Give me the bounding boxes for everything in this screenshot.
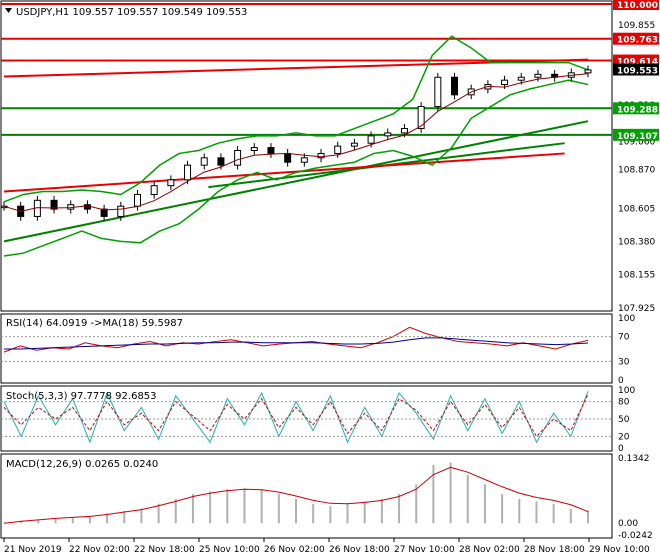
candle-body xyxy=(150,185,158,195)
candle-body xyxy=(250,147,258,152)
x-tick-label: 27 Nov 10:00 xyxy=(394,545,455,555)
stoch-label: Stoch(5,3,3) 97.7778 92.6853 xyxy=(6,391,157,402)
candle-body xyxy=(584,69,592,74)
candle-body xyxy=(367,135,375,144)
macd-tick-label: 0.1342 xyxy=(618,454,650,464)
candle-body xyxy=(517,76,525,81)
level-label-text: 110.000 xyxy=(617,1,658,11)
candle-body xyxy=(167,179,175,187)
price-tick-label: 108.155 xyxy=(618,270,655,280)
macd-tick-label: -0.0242 xyxy=(618,531,653,541)
candle-body xyxy=(317,152,325,159)
candle-body xyxy=(217,157,225,166)
level-label-box xyxy=(613,102,659,115)
rsi-tick-label: 30 xyxy=(618,357,630,367)
x-tick-label: 26 Nov 18:00 xyxy=(329,545,390,555)
candle-body xyxy=(184,164,192,181)
level-label-box xyxy=(613,32,659,45)
level-label-text: 109.107 xyxy=(617,132,658,142)
stoch-tick-label: 0 xyxy=(618,444,624,454)
rsi-panel xyxy=(0,313,613,384)
x-tick-label: 25 Nov 10:00 xyxy=(199,545,260,555)
stoch-tick-label: 100 xyxy=(618,386,635,396)
rsi-tick-label: 0 xyxy=(618,376,624,386)
level-label-box xyxy=(613,128,659,141)
x-tick-label: 29 Nov 10:00 xyxy=(589,545,650,555)
series-rsi-ma xyxy=(4,337,589,350)
candle-body xyxy=(284,152,292,163)
x-tick-label: 22 Nov 02:00 xyxy=(69,545,130,555)
price-layer xyxy=(0,3,612,257)
candle-body xyxy=(50,199,58,210)
stoch-tick-label: 50 xyxy=(618,415,630,425)
candle-body xyxy=(117,205,125,217)
macd-panel xyxy=(0,453,613,539)
trend-line xyxy=(3,120,589,243)
candle-body xyxy=(350,142,358,147)
candle-body xyxy=(434,76,442,108)
price-tick-label: 109.060 xyxy=(618,138,655,148)
chart-title: USDJPY,H1 109.557 109.557 109.549 109.55… xyxy=(16,7,247,18)
x-tick-label: 21 Nov 2019 xyxy=(4,545,62,555)
level-label-box xyxy=(613,63,659,76)
macd-signal-line xyxy=(3,466,589,524)
candle-body xyxy=(417,106,425,130)
macd-tick-label: 0.00 xyxy=(618,519,638,529)
x-tick-label: 28 Nov 18:00 xyxy=(524,545,585,555)
x-axis-layer: 21 Nov 2019 22 Nov 02:00 22 Nov 18:00 25 No… xyxy=(3,538,650,555)
level-label-text: 109.763 xyxy=(617,36,658,46)
candle-body xyxy=(267,147,275,154)
candle-body xyxy=(400,128,408,134)
price-tick-label: 108.380 xyxy=(618,237,655,247)
stoch-tick-label: 20 xyxy=(618,432,630,442)
x-tick-label: 28 Nov 02:00 xyxy=(459,545,520,555)
candle-body xyxy=(200,157,208,166)
series-stochastic-main xyxy=(3,391,589,444)
rsi-tick-label: 70 xyxy=(618,333,630,343)
level-label-text: 109.614 xyxy=(617,58,658,68)
level-label-text: 109.288 xyxy=(617,105,658,115)
price-tick-label: 109.855 xyxy=(618,21,655,31)
rsi-tick-label: 100 xyxy=(618,314,635,324)
candle-body xyxy=(133,193,141,207)
stoch-layer xyxy=(1,391,612,444)
price-tick-label: 108.870 xyxy=(618,166,655,176)
price-panel xyxy=(0,0,613,312)
series-stochastic-signal xyxy=(3,394,589,438)
price-tick-label: 107.925 xyxy=(618,304,655,314)
candle-body xyxy=(334,145,342,154)
candle-body xyxy=(501,79,509,86)
macd-layer xyxy=(3,462,589,524)
candle-body xyxy=(384,132,392,137)
bollinger-band-lower xyxy=(3,79,589,257)
macd-label: MACD(12,26,9) 0.0265 0.0240 xyxy=(6,459,158,470)
x-tick-label: 22 Nov 18:00 xyxy=(134,545,195,555)
rsi-label: RSI(14) 64.0919 ->MA(18) 59.5987 xyxy=(6,318,183,329)
price-ma-line xyxy=(3,73,589,212)
candle-body xyxy=(234,150,242,166)
stoch-tick-label: 80 xyxy=(618,398,630,408)
level-label-box xyxy=(613,0,659,10)
candle-body xyxy=(534,73,542,78)
x-tick-label: 26 Nov 02:00 xyxy=(264,545,325,555)
level-label-text: 109.553 xyxy=(617,66,658,76)
rsi-layer xyxy=(1,326,612,362)
trend-line xyxy=(3,152,565,193)
y-axis-layer: 110.000109.855109.615109.310109.060108.8… xyxy=(613,0,659,541)
candle-body xyxy=(300,157,308,163)
candle-body xyxy=(100,208,108,217)
price-tick-label: 108.605 xyxy=(618,204,655,214)
bollinger-band-upper xyxy=(3,35,589,203)
candle-body xyxy=(451,76,459,96)
triangle-down-icon[interactable] xyxy=(5,8,12,13)
